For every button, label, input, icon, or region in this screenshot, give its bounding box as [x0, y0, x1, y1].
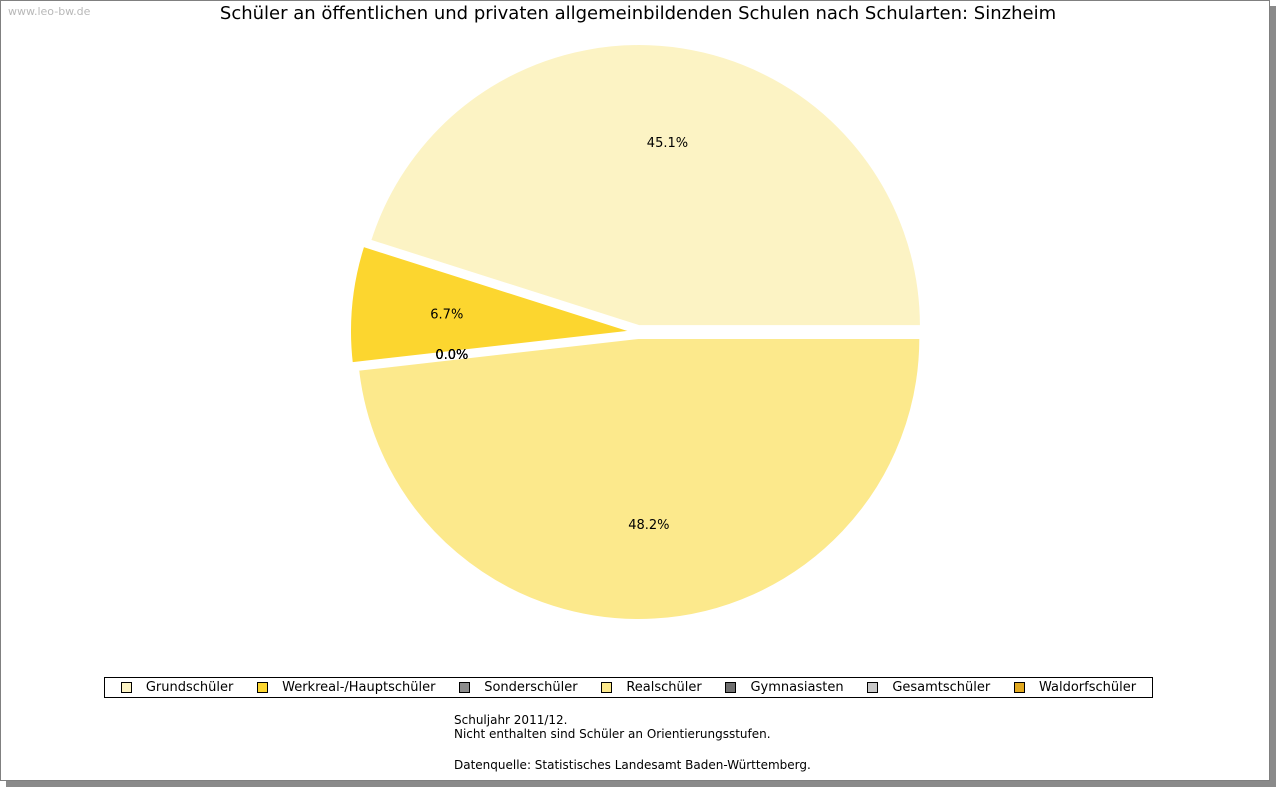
slice-label-grundschueler: 45.1%	[647, 136, 688, 151]
legend-item-waldorfschueler: Waldorfschüler	[1013, 680, 1137, 695]
slice-label-werkreal-hauptschueler: 6.7%	[430, 307, 463, 322]
chart-title: Schüler an öffentlichen und privaten all…	[219, 3, 1057, 24]
slice-label-gesamtschueler: 0.0%	[435, 348, 468, 363]
pie-slice-realschueler	[357, 336, 922, 621]
chart-notes: Schuljahr 2011/12. Nicht enthalten sind …	[454, 713, 811, 772]
legend-item-realschueler: Realschüler	[601, 680, 702, 695]
legend-item-sonderschueler: Sonderschüler	[459, 680, 578, 695]
pie-slice-grundschueler	[368, 43, 922, 328]
legend-swatch	[1013, 682, 1025, 693]
legend: Grundschüler Werkreal-/Hauptschüler Sond…	[104, 677, 1153, 698]
slice-label-waldorfschueler: 0.0%	[435, 348, 468, 363]
legend-swatch	[257, 682, 269, 693]
legend-item-grundschueler: Grundschüler	[120, 680, 234, 695]
slice-label-gymnasiasten: 0.0%	[435, 348, 468, 363]
legend-swatch	[867, 682, 879, 693]
pie-slice-werkreal-hauptschueler	[349, 244, 633, 365]
legend-label: Waldorfschüler	[1038, 680, 1137, 695]
legend-swatch	[725, 682, 737, 693]
legend-swatch	[601, 682, 613, 693]
legend-label: Gymnasiasten	[750, 680, 844, 695]
legend-item-gesamtschueler: Gesamtschüler	[867, 680, 990, 695]
note-exclusion: Nicht enthalten sind Schüler an Orientie…	[454, 727, 771, 741]
legend-label: Grundschüler	[145, 680, 234, 695]
legend-label: Gesamtschüler	[892, 680, 991, 695]
pie-chart: 45.1%6.7%48.2%0.0%0.0%0.0%0.0%	[349, 43, 922, 621]
legend-item-gymnasiasten: Gymnasiasten	[725, 680, 844, 695]
legend-label: Realschüler	[626, 680, 702, 695]
slice-label-realschueler: 48.2%	[628, 518, 669, 533]
note-source: Datenquelle: Statistisches Landesamt Bad…	[454, 758, 811, 772]
legend-label: Sonderschüler	[484, 680, 578, 695]
watermark: www.leo-bw.de	[8, 5, 91, 18]
legend-item-werkreal-hauptschueler: Werkreal-/Hauptschüler	[257, 680, 435, 695]
note-school-year: Schuljahr 2011/12.	[454, 713, 568, 727]
slice-label-sonderschueler: 0.0%	[435, 348, 468, 363]
legend-swatch	[120, 682, 132, 693]
legend-swatch	[459, 682, 471, 693]
legend-label: Werkreal-/Hauptschüler	[282, 680, 436, 695]
